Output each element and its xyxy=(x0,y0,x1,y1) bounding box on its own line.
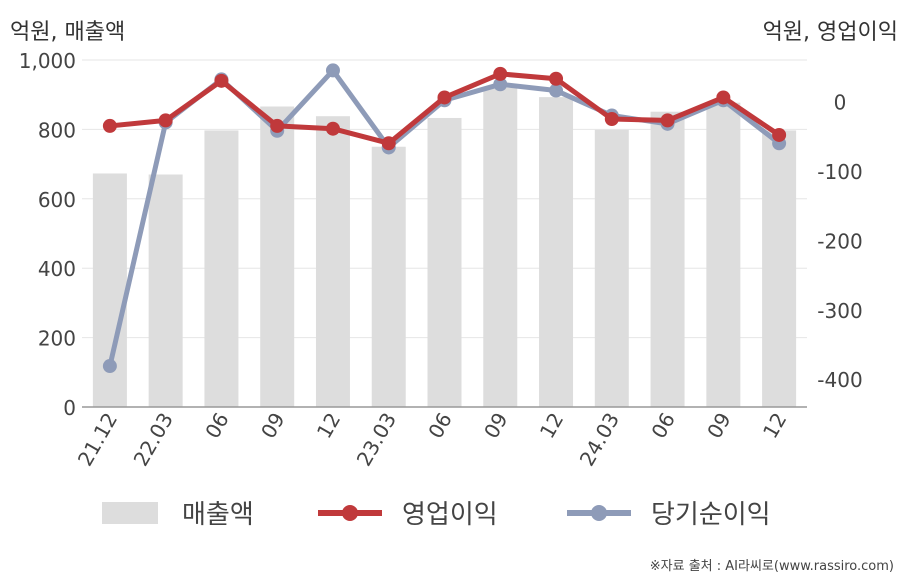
legend-label: 당기순이익 xyxy=(651,500,771,530)
x-axis-tick-label: 21.12 xyxy=(73,409,122,471)
right-axis-tick-label: -300 xyxy=(817,299,862,323)
legend-swatch-marker xyxy=(342,505,358,521)
right-axis-tick-label: -400 xyxy=(817,368,862,392)
series-point-영업이익 xyxy=(437,90,452,105)
right-axis-unit-label: 억원, 영업이익 xyxy=(762,20,898,45)
left-axis-tick-label: 200 xyxy=(38,327,76,351)
series-point-영업이익 xyxy=(325,121,340,136)
right-axis-tick-label: -200 xyxy=(817,229,862,253)
x-axis-tick-label: 24.03 xyxy=(575,409,624,471)
bar-6 xyxy=(371,146,406,407)
series-point-영업이익 xyxy=(381,136,396,151)
series-point-영업이익 xyxy=(772,127,787,142)
bar-4 xyxy=(260,106,295,408)
legend-swatch-bar xyxy=(102,502,158,524)
left-axis-tick-label: 400 xyxy=(38,257,76,281)
bar-8 xyxy=(483,87,518,407)
bar-10 xyxy=(594,129,629,407)
series-point-영업이익 xyxy=(660,113,675,128)
bar-9 xyxy=(539,97,574,407)
x-axis-tick-label: 12 xyxy=(535,409,569,443)
series-point-영업이익 xyxy=(102,118,117,133)
bar-2 xyxy=(148,174,183,407)
x-axis-tick-label: 09 xyxy=(479,409,513,443)
left-axis-tick-label: 1,000 xyxy=(19,49,76,73)
x-axis-tick-label: 12 xyxy=(758,409,792,443)
series-point-영업이익 xyxy=(270,118,285,133)
series-point-당기순이익 xyxy=(102,359,117,374)
series-point-당기순이익 xyxy=(493,77,508,92)
x-axis-tick-label: 06 xyxy=(423,409,457,443)
x-axis-tick-label: 22.03 xyxy=(129,409,178,471)
bar-7 xyxy=(427,117,462,407)
x-axis-tick-label: 06 xyxy=(646,409,680,443)
x-axis-tick-label: 09 xyxy=(256,409,290,443)
x-axis-tick-label: 23.03 xyxy=(352,409,401,471)
legend-label: 매출액 xyxy=(182,500,254,530)
series-point-영업이익 xyxy=(604,111,619,126)
source-note: ※자료 출처 : AI라씨로(www.rassiro.com) xyxy=(649,559,894,574)
series-point-영업이익 xyxy=(158,113,173,128)
series-point-영업이익 xyxy=(716,90,731,105)
x-axis-tick-label: 09 xyxy=(702,409,736,443)
x-axis-tick-label: 12 xyxy=(312,409,346,443)
left-axis-tick-label: 600 xyxy=(38,188,76,212)
bar-12 xyxy=(706,102,741,407)
bar-5 xyxy=(315,116,350,408)
legend-swatch-marker xyxy=(591,505,607,521)
bar-13 xyxy=(762,130,797,408)
series-point-영업이익 xyxy=(549,71,564,86)
left-axis-tick-label: 0 xyxy=(63,396,76,420)
legend-label: 영업이익 xyxy=(402,500,498,530)
series-point-당기순이익 xyxy=(325,63,340,78)
left-axis-unit-label: 억원, 매출액 xyxy=(10,20,126,45)
series-point-당기순이익 xyxy=(549,83,564,98)
right-axis-tick-label: -100 xyxy=(817,160,862,184)
bar-11 xyxy=(650,111,685,407)
left-axis-tick-label: 800 xyxy=(38,118,76,142)
x-axis-tick-label: 06 xyxy=(200,409,234,443)
series-point-영업이익 xyxy=(493,66,508,81)
series-point-영업이익 xyxy=(214,73,229,88)
bar-3 xyxy=(204,130,239,408)
right-axis-tick-label: 0 xyxy=(834,91,847,115)
